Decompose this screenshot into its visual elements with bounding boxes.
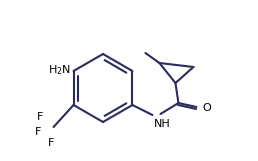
Text: O: O bbox=[203, 103, 211, 113]
Text: F: F bbox=[48, 138, 55, 148]
Text: F: F bbox=[35, 127, 42, 137]
Text: F: F bbox=[37, 112, 44, 122]
Text: NH: NH bbox=[154, 119, 170, 129]
Text: $\mathregular{H_2N}$: $\mathregular{H_2N}$ bbox=[47, 63, 70, 77]
